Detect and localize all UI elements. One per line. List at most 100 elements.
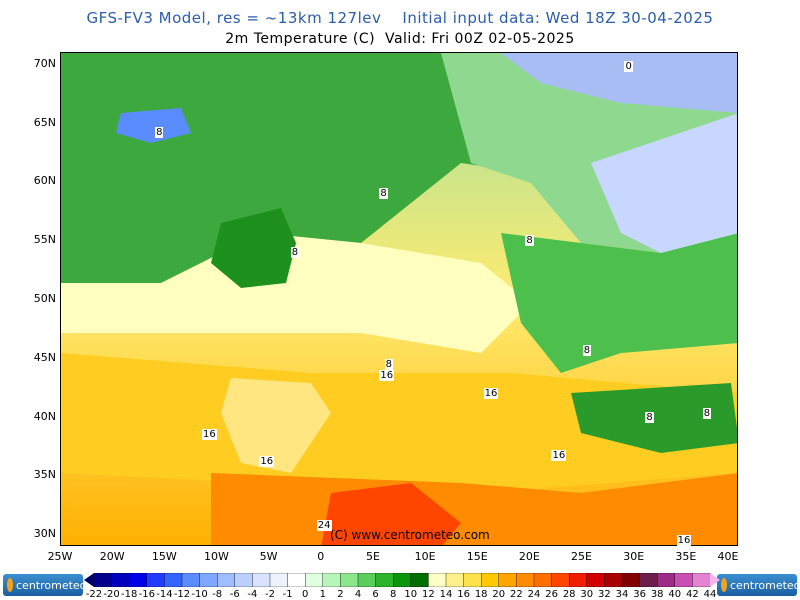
lat-label-60N: 60N [33, 174, 56, 188]
lon-label-20W: 20W [99, 550, 125, 563]
central-europe-mild-zone [61, 233, 531, 353]
colorbar-arrow-left [84, 573, 94, 587]
colorbar-tick-label: 18 [474, 589, 488, 600]
colorbar-cell [692, 573, 711, 587]
colorbar-cell [340, 573, 359, 587]
colorbar-cell [639, 573, 658, 587]
lat-label-50N: 50N [33, 292, 56, 305]
lon-label-25E: 25E [571, 550, 593, 563]
lon-label-5W: 5W [259, 550, 278, 563]
colorbar-tick-label: 42 [686, 589, 699, 600]
colorbar-tick-label: 28 [562, 589, 576, 600]
contour-label: 16 [259, 456, 275, 468]
colorbar-cell [129, 573, 148, 587]
colorbar-cell [252, 573, 271, 587]
contour-label: 16 [483, 388, 499, 400]
colorbar-cell [428, 573, 447, 587]
lon-label-40E: 40E [717, 550, 739, 563]
colorbar-tick-label: -18 [121, 589, 138, 600]
colorbar-tick-label: -20 [103, 589, 120, 600]
lat-label-35N: 35N [33, 468, 56, 482]
colorbar-tick-label: -16 [138, 589, 155, 600]
colorbar-tick-label: 44 [703, 589, 717, 600]
map-title: GFS-FV3 Model, res = ~13km 127lev Initia… [86, 9, 714, 27]
colorbar-tick-label: -14 [156, 589, 173, 600]
colorbar-tick-label: 34 [615, 589, 629, 600]
temperature-map [60, 52, 738, 546]
iberia-cool-zone [221, 378, 331, 473]
sahara-hot-core [321, 483, 461, 545]
colorbar-tick-label: -6 [229, 589, 240, 600]
logo-text-right: centrometeo [730, 578, 800, 592]
colorbar-tick-label: 0 [302, 589, 309, 600]
lat-label-40N: 40N [33, 409, 56, 423]
contour-label: 16 [379, 370, 395, 382]
colorbar-tick-label: 38 [650, 589, 664, 600]
british-isles-zone [211, 208, 296, 288]
colorbar-tick-label: 24 [527, 589, 541, 600]
lon-label-20E: 20E [518, 550, 540, 563]
contour-label: 8 [525, 235, 534, 247]
colorbar-cell [375, 573, 394, 587]
lat-label-30N: 30N [33, 527, 56, 541]
colorbar-cell [445, 573, 465, 587]
map-subtitle: 2m Temperature (C) Valid: Fri 00Z 02-05-… [225, 31, 575, 47]
lon-label-10W: 10W [204, 550, 229, 563]
colorbar-tick-label: 12 [422, 589, 435, 600]
logo-circle-icon [721, 578, 727, 592]
logo-circle-icon [7, 578, 13, 592]
colorbar-cell [569, 573, 588, 587]
centrometeo-logo-left[interactable]: centrometeo [3, 574, 86, 596]
contour-label: 0 [624, 61, 633, 73]
colorbar-cell [216, 573, 236, 587]
anatolia-cool-zone [571, 383, 737, 453]
contour-label: 24 [316, 519, 332, 531]
colorbar-cell [393, 573, 412, 587]
contour-label: 8 [582, 344, 592, 356]
colorbar-tick-label: 20 [492, 589, 506, 600]
colorbar-cell [410, 573, 430, 587]
contour-label: 8 [702, 408, 712, 420]
lat-label-45N: 45N [33, 350, 56, 364]
iceland-zone [116, 108, 191, 143]
colorbar-cell [481, 573, 500, 587]
contour-label: 8 [290, 246, 300, 258]
colorbar-tick-label: -4 [247, 589, 258, 600]
colorbar-cell [146, 573, 166, 587]
colorbar-tick-label: 30 [580, 589, 594, 600]
colorbar-tick-label: -10 [191, 589, 208, 600]
eastern-europe-cool-zone [501, 233, 737, 373]
lon-label-10E: 10E [414, 550, 436, 563]
contour-label: 8 [155, 126, 164, 138]
colorbar-tick-label: 6 [372, 589, 379, 600]
lon-label-15W: 15W [151, 550, 177, 563]
lon-label-0: 0 [317, 550, 325, 563]
lon-label-15E: 15E [466, 550, 488, 563]
colorbar-tick-label: 2 [337, 589, 344, 600]
lon-label-25W: 25W [47, 550, 73, 563]
colorbar-cell [164, 573, 183, 587]
colorbar-tick-label: 8 [390, 589, 397, 600]
contour-label: 8 [379, 188, 388, 200]
colorbar-arrow-right [710, 573, 720, 587]
colorbar [84, 573, 720, 587]
colorbar-tick-label: 32 [598, 589, 611, 600]
lon-label-35E: 35E [675, 550, 697, 563]
russia-cold-zone [591, 113, 737, 263]
colorbar-cell [234, 573, 254, 587]
colorbar-cell [304, 573, 324, 587]
colorbar-cell [357, 573, 377, 587]
colorbar-tick-label: 10 [404, 589, 418, 600]
colorbar-tick-label: 36 [633, 589, 646, 600]
colorbar-cell [199, 573, 218, 587]
colorbar-cell [181, 573, 201, 587]
lon-label-30E: 30E [623, 550, 645, 563]
colorbar-tick-label: 14 [439, 589, 453, 600]
colorbar-tick-label: -12 [173, 589, 191, 600]
colorbar-cell [551, 573, 570, 587]
colorbar-tick-label: 4 [354, 589, 362, 600]
centrometeo-logo-right[interactable]: centrometeo [717, 574, 800, 596]
contour-label: 8 [384, 358, 393, 370]
colorbar-tick-label: -8 [212, 589, 223, 600]
contour-label: 16 [551, 450, 567, 462]
